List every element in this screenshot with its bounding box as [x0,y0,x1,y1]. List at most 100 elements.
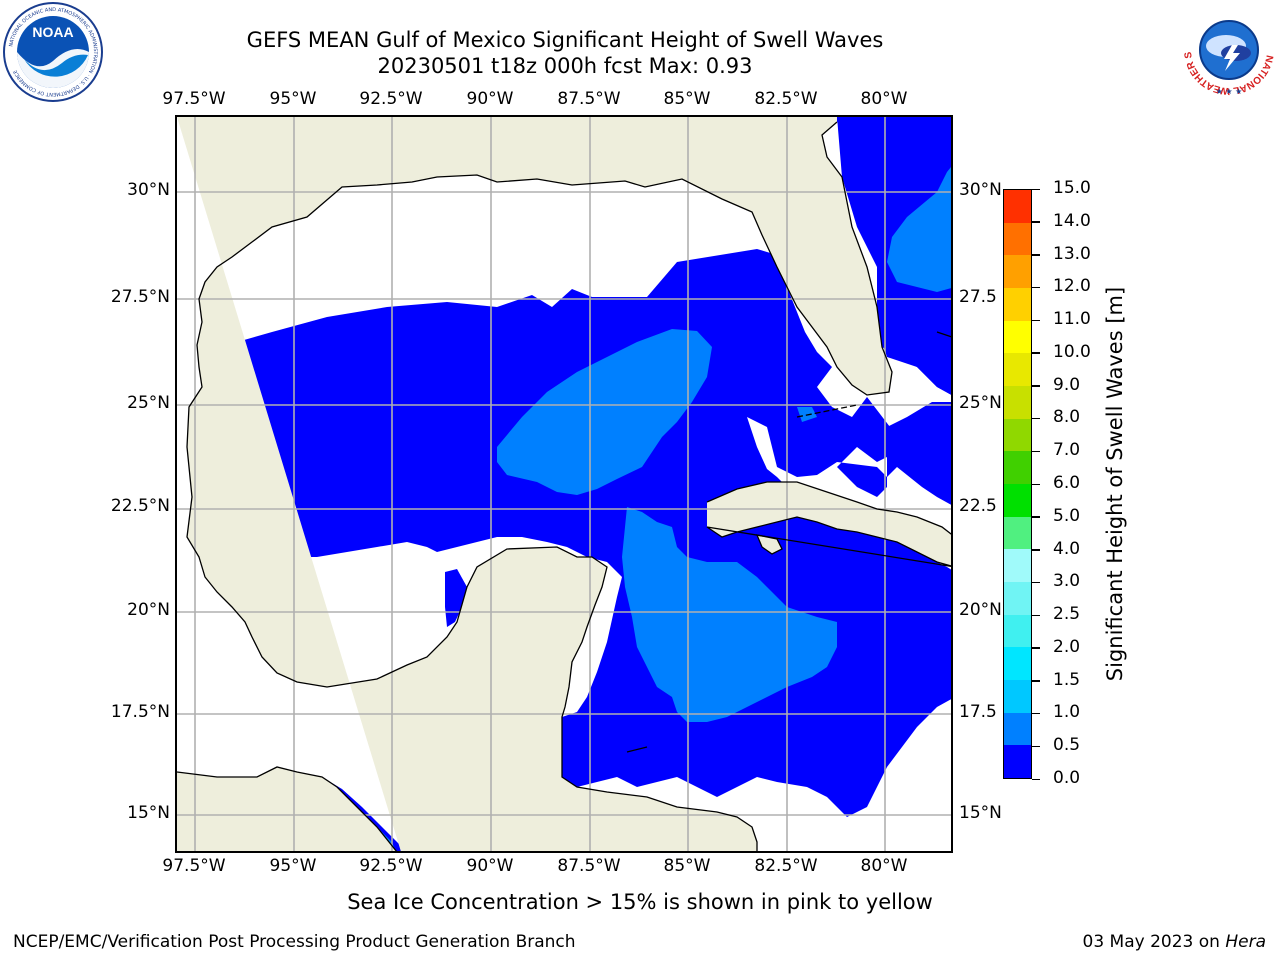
map-title: GEFS MEAN Gulf of Mexico Significant Hei… [246,28,884,52]
colorbar-tick-label: 4.0 [1053,538,1081,559]
colorbar-tick-label: 2.0 [1053,636,1081,657]
colorbar-tick-label: 0.5 [1053,735,1081,756]
map-subtitle: 20230501 t18z 000h fcst Max: 0.93 [377,54,753,78]
colorbar [1003,189,1032,779]
colorbar-tick-mark [1032,319,1040,322]
lon-label: 95°W [269,89,317,109]
colorbar-tick-label: 13.0 [1053,243,1091,264]
colorbar-tick-mark [1032,188,1040,190]
lat-label: 25°N [959,393,1002,413]
colorbar-tick-label: 2.5 [1053,604,1081,625]
map-panel [175,115,953,853]
colorbar-tick-mark [1032,680,1040,682]
colorbar-tick-mark [1032,778,1040,780]
lat-label: 27.5°N [110,287,170,307]
lat-label: 20°N [959,600,1002,620]
colorbar-swatch [1004,320,1031,354]
lon-label: 95°W [269,856,317,876]
colorbar-tick-mark [1032,286,1040,289]
colorbar-swatch [1004,255,1031,288]
colorbar-swatch [1004,614,1031,648]
lon-label: 87.5°W [557,89,621,109]
lon-label: 92.5°W [359,89,423,109]
colorbar-tick-label: 3.0 [1053,571,1081,592]
colorbar-swatch [1004,647,1031,680]
colorbar-tick-mark [1032,647,1040,649]
colorbar-swatch [1004,483,1031,517]
colorbar-tick-label: 15.0 [1053,178,1091,198]
colorbar-swatch [1004,353,1031,386]
footer-credit: NCEP/EMC/Verification Post Processing Pr… [13,932,576,952]
coastlines [177,121,951,851]
footer-machine: Hera [1225,932,1266,952]
lon-label: 97.5°W [162,856,226,876]
lon-label: 90°W [466,856,514,876]
colorbar-swatch [1004,287,1031,321]
colorbar-tick-mark [1032,254,1040,256]
colorbar-tick-mark [1032,385,1040,387]
noaa-logo: NOAA NATIONAL OCEANIC AND ATMOSPHERIC AD… [3,2,103,102]
colorbar-label: Significant Height of Swell Waves [m] [1103,286,1127,682]
colorbar-swatch [1004,418,1031,452]
lon-label: 85°W [663,89,711,109]
colorbar-swatch [1004,679,1031,713]
colorbar-tick-mark [1032,352,1040,354]
lon-label: 92.5°W [359,856,423,876]
colorbar-tick-label: 7.0 [1053,440,1081,461]
colorbar-tick-mark [1032,483,1040,485]
colorbar-tick-label: 10.0 [1053,341,1091,362]
colorbar-tick-label: 1.0 [1053,702,1081,723]
lat-label: 20°N [127,600,170,620]
lat-label: 15°N [959,803,1002,823]
colorbar-tick-mark [1032,450,1040,453]
colorbar-tick-mark [1032,516,1040,518]
lat-label: 25°N [127,393,170,413]
colorbar-tick-mark [1032,417,1040,420]
colorbar-tick-mark [1032,745,1040,748]
colorbar-tick-label: 0.0 [1053,768,1081,788]
lon-label: 90°W [466,89,514,109]
colorbar-swatch [1004,222,1031,256]
colorbar-swatch [1004,385,1031,419]
colorbar-tick-label: 8.0 [1053,407,1081,428]
colorbar-swatch [1004,516,1031,550]
noaa-logo-text: NOAA [32,24,73,40]
colorbar-tick-label: 12.0 [1053,276,1091,297]
lat-label: 17.5 [959,702,997,722]
colorbar-tick-mark [1032,614,1040,617]
colorbar-tick-mark [1032,712,1040,715]
lon-label: 80°W [860,856,908,876]
colorbar-swatch [1004,189,1031,223]
lon-label: 87.5°W [557,856,621,876]
colorbar-tick-label: 14.0 [1053,210,1091,231]
gulf-map [177,117,951,851]
colorbar-tick-label: 11.0 [1053,309,1091,330]
colorbar-tick-label: 6.0 [1053,473,1081,493]
lat-label: 17.5°N [110,702,170,722]
lat-label: 22.5°N [110,496,170,516]
footer-date-text: 03 May 2023 on [1082,932,1226,952]
svg-text:★ ★ ★: ★ ★ ★ [1216,87,1243,96]
colorbar-tick-mark [1032,221,1040,223]
nws-logo: NATIONAL WEATHER SERVICE ★ ★ ★ [1180,1,1275,96]
colorbar-swatch [1004,581,1031,615]
lat-label: 30°N [127,180,170,200]
colorbar-tick-label: 9.0 [1053,374,1081,395]
colorbar-tick-label: 1.5 [1053,669,1081,690]
lat-label: 22.5 [959,496,997,516]
footer-date: 03 May 2023 on Hera [1083,932,1267,952]
lon-label: 97.5°W [162,89,226,109]
sea-ice-note: Sea Ice Concentration > 15% is shown in … [347,890,933,914]
colorbar-swatch [1004,712,1031,746]
lat-label: 15°N [127,803,170,823]
lat-label: 27.5 [959,287,997,307]
lon-label: 80°W [860,89,908,109]
colorbar-swatch [1004,451,1031,484]
lon-label: 85°W [663,856,711,876]
graticule [177,117,951,851]
swell-field-0.5-1.0 [267,167,951,851]
lat-label: 30°N [959,180,1002,200]
colorbar-swatch [1004,745,1031,778]
colorbar-tick-mark [1032,549,1040,551]
lon-label: 82.5°W [754,856,818,876]
